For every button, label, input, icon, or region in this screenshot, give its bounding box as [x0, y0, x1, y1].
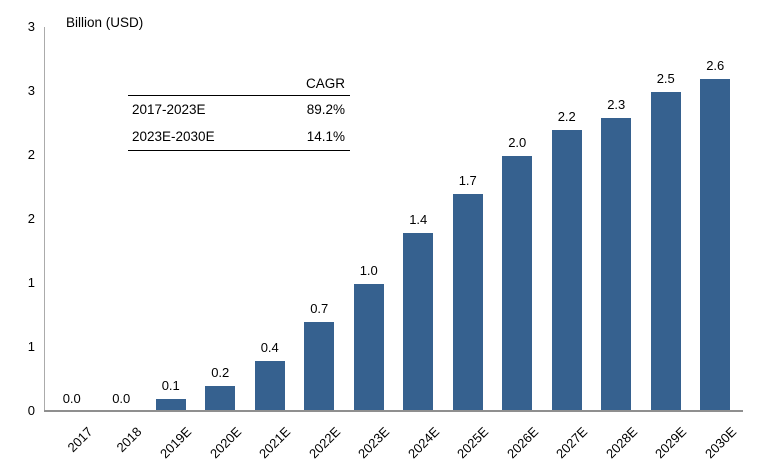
x-tick-label: 2022E	[305, 424, 343, 462]
y-tick-label: 2	[27, 211, 35, 226]
bar-value-label: 0.0	[62, 391, 81, 406]
bar-2026E	[502, 156, 533, 412]
bar-2022E	[304, 322, 335, 412]
bar-2029E	[650, 92, 681, 412]
x-tick-label: 2030E	[701, 424, 739, 462]
bar-value-label: 0.4	[260, 340, 279, 355]
y-tick-label: 1	[27, 275, 35, 290]
bar-value-label: 0.2	[211, 365, 230, 380]
y-tick-label: 1	[27, 339, 35, 354]
bar-value-label: 2.2	[557, 109, 576, 124]
bar-value-label: 0.0	[112, 391, 131, 406]
bar-value-label: 0.7	[310, 301, 329, 316]
chart-title: Billion (USD)	[66, 15, 144, 30]
bar-2025E	[452, 194, 483, 412]
bar-value-label: 2.3	[607, 97, 626, 112]
x-tick-label: 2024E	[404, 424, 442, 462]
bar-2020E	[205, 386, 236, 412]
bar-2027E	[551, 130, 582, 412]
bar-value-label: 1.0	[359, 263, 378, 278]
cagr-period-label: 2023E-2030E	[132, 129, 215, 144]
bar-2021E	[254, 361, 285, 412]
y-tick-label: 3	[27, 19, 35, 34]
bar-2030E	[700, 79, 731, 412]
x-tick-label: 2029E	[652, 424, 690, 462]
x-axis-line	[44, 410, 743, 412]
y-tick-label: 0	[27, 403, 35, 418]
bar-value-label: 1.4	[409, 212, 428, 227]
y-tick-label: 3	[27, 83, 35, 98]
bar-value-label: 2.6	[706, 58, 725, 73]
y-tick-label: 2	[27, 147, 35, 162]
y-axis-line	[44, 27, 45, 411]
bar-value-label: 2.5	[656, 71, 675, 86]
x-tick-label: 2018	[113, 424, 145, 456]
x-tick-label: 2025E	[454, 424, 492, 462]
x-tick-label: 2027E	[553, 424, 591, 462]
cagr-table-row: 2023E-2030E 14.1%	[128, 123, 350, 151]
cagr-value: 14.1%	[306, 129, 345, 144]
cagr-table-row: 2017-2023E 89.2%	[128, 96, 350, 123]
bar-value-label: 0.1	[161, 378, 180, 393]
cagr-value: 89.2%	[306, 102, 345, 117]
bar-2023E	[353, 284, 384, 412]
x-tick-label: 2026E	[503, 424, 541, 462]
cagr-header-label: CAGR	[305, 76, 345, 91]
cagr-table-header: CAGR	[128, 74, 350, 96]
bar-value-label: 2.0	[508, 135, 527, 150]
x-tick-label: 2023E	[355, 424, 393, 462]
bar-2024E	[403, 233, 434, 412]
x-tick-label: 2017	[64, 424, 96, 456]
cagr-period-label: 2017-2023E	[132, 102, 206, 117]
x-tick-label: 2021E	[256, 424, 294, 462]
bar-2028E	[601, 118, 632, 412]
cagr-table: CAGR 2017-2023E 89.2% 2023E-2030E 14.1%	[128, 74, 350, 151]
bar-value-label: 1.7	[458, 173, 477, 188]
bar-2019E	[155, 399, 186, 412]
x-tick-label: 2019E	[157, 424, 195, 462]
x-tick-label: 2028E	[602, 424, 640, 462]
x-tick-label: 2020E	[206, 424, 244, 462]
